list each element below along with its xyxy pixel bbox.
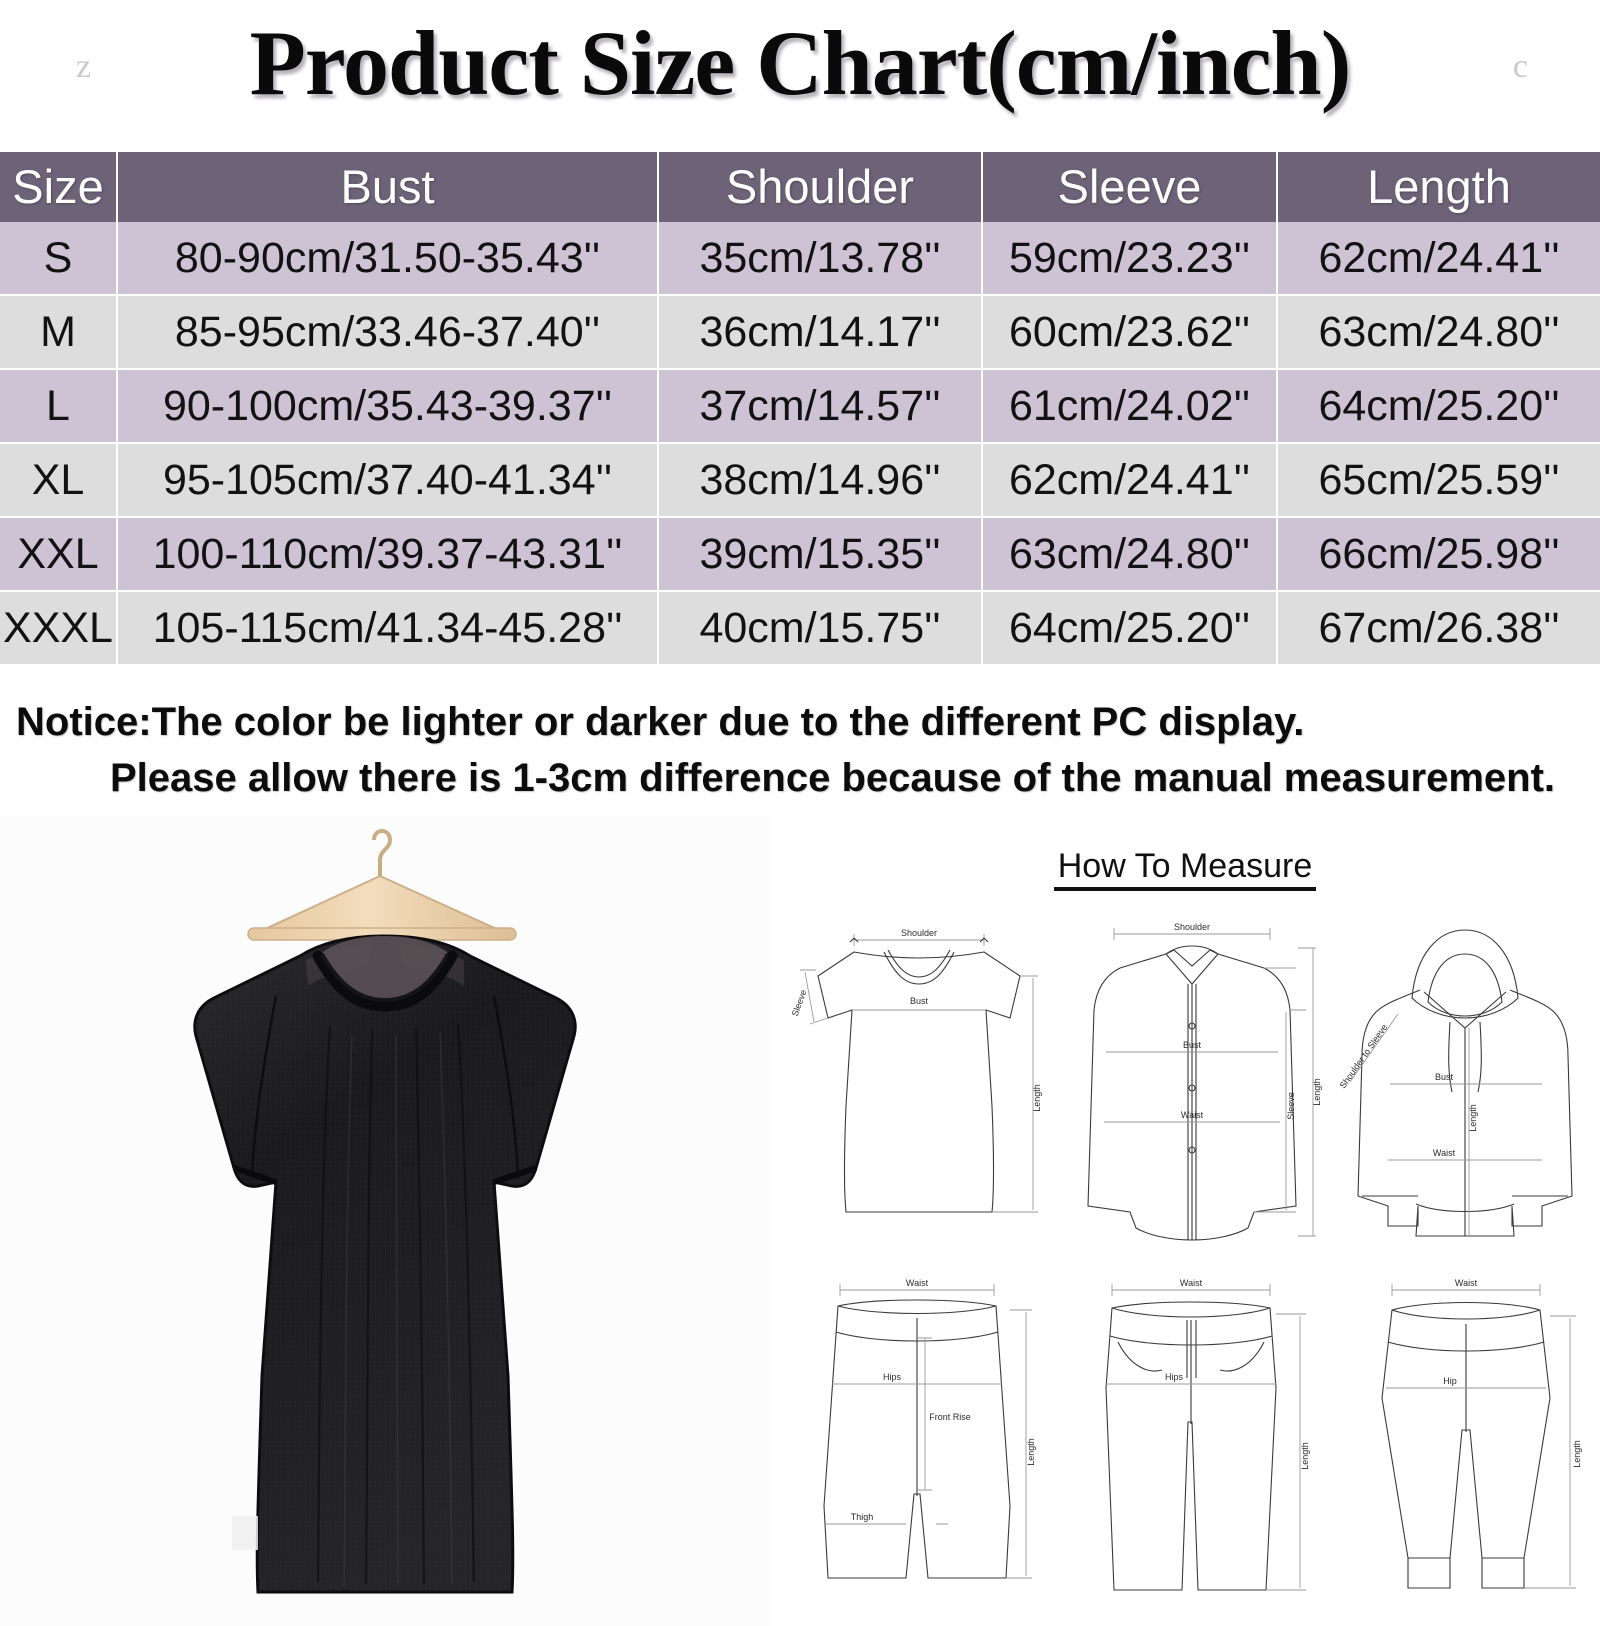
diagram-jeans: Waist Hips Length (1105, 1278, 1310, 1591)
cell-sleeve: 61cm/24.02'' (982, 369, 1278, 444)
how-to-measure-section: How To Measure Shoulder Sleeve Bust Leng… (770, 816, 1600, 1626)
diagram-shirt: Shoulder Bust Waist Sleeve Length (1087, 922, 1322, 1241)
label-bust: Bust (1183, 1040, 1202, 1050)
cell-sleeve: 59cm/23.23'' (982, 222, 1278, 296)
label-hip: Hip (1443, 1376, 1457, 1386)
product-photo (0, 816, 770, 1626)
label-length: Length (1300, 1442, 1310, 1470)
cell-sleeve: 60cm/23.62'' (982, 295, 1278, 370)
label-shoulder: Shoulder (1174, 922, 1210, 932)
notice-line-2: Please allow there is 1-3cm difference b… (110, 756, 1556, 800)
lower-section: How To Measure Shoulder Sleeve Bust Leng… (0, 816, 1600, 1626)
diagram-shorts: Waist Hips Front Rise Thigh Length (823, 1278, 1036, 1579)
cell-length: 63cm/24.80'' (1277, 295, 1600, 370)
column-header-bust: Bust (117, 152, 659, 222)
label-waist: Waist (1180, 1278, 1203, 1288)
cell-size: L (0, 369, 118, 444)
cell-shoulder: 40cm/15.75'' (658, 591, 983, 664)
cell-shoulder: 36cm/14.17'' (658, 295, 983, 370)
label-length: Length (1468, 1104, 1478, 1132)
table-row: XL 95-105cm/37.40-41.34'' 38cm/14.96'' 6… (0, 443, 1600, 518)
table-row: XXXL 105-115cm/41.34-45.28'' 40cm/15.75'… (0, 591, 1600, 664)
label-length: Length (1312, 1078, 1322, 1106)
label-shoulder-to-sleeve: Shoulder to Sleeve (1338, 1022, 1390, 1090)
label-bust: Bust (1435, 1072, 1454, 1082)
cell-size: XL (0, 443, 118, 518)
cell-shoulder: 37cm/14.57'' (658, 369, 983, 444)
label-waist: Waist (906, 1278, 929, 1288)
table-row: M 85-95cm/33.46-37.40'' 36cm/14.17'' 60c… (0, 295, 1600, 370)
diagram-tshirt: Shoulder Sleeve Bust Length (790, 928, 1042, 1213)
label-sleeve: Sleeve (1286, 1092, 1296, 1120)
table-row: S 80-90cm/31.50-35.43'' 35cm/13.78'' 59c… (0, 222, 1600, 296)
cell-bust: 90-100cm/35.43-39.37'' (117, 369, 659, 444)
cell-size: XXL (0, 517, 118, 592)
notice-line-1: Notice:The color be lighter or darker du… (16, 700, 1305, 744)
cell-length: 66cm/25.98'' (1277, 517, 1600, 592)
cell-bust: 80-90cm/31.50-35.43'' (117, 222, 659, 296)
how-to-measure-heading-text: How To Measure (1053, 847, 1317, 891)
label-length: Length (1572, 1440, 1582, 1468)
label-waist: Waist (1181, 1110, 1204, 1120)
cell-shoulder: 38cm/14.96'' (658, 443, 983, 518)
cell-length: 64cm/25.20'' (1277, 369, 1600, 444)
cell-length: 67cm/26.38'' (1277, 591, 1600, 664)
diagram-sweatpants: Waist Hip Length (1381, 1278, 1582, 1589)
label-hips: Hips (883, 1372, 902, 1382)
label-sleeve: Sleeve (790, 988, 809, 1017)
diagram-hoodie: Shoulder to Sleeve Bust Waist Length (1338, 929, 1573, 1237)
watermark-left-icon: z (76, 48, 92, 85)
notice-block: Notice:The color be lighter or darker du… (0, 664, 1600, 816)
cell-bust: 85-95cm/33.46-37.40'' (117, 295, 659, 370)
cell-sleeve: 63cm/24.80'' (982, 517, 1278, 592)
cell-sleeve: 62cm/24.41'' (982, 443, 1278, 518)
size-chart-table: Size Bust Shoulder Sleeve Length S 80-90… (0, 152, 1600, 664)
title-area: z c Product Size Chart(cm/inch) (0, 0, 1600, 152)
cell-length: 65cm/25.59'' (1277, 443, 1600, 518)
label-length: Length (1032, 1084, 1042, 1112)
table-row: L 90-100cm/35.43-39.37'' 37cm/14.57'' 61… (0, 369, 1600, 444)
how-to-measure-heading: How To Measure (770, 844, 1600, 891)
cell-sleeve: 64cm/25.20'' (982, 591, 1278, 664)
product-photo-illustration (0, 816, 770, 1626)
table-row: XXL 100-110cm/39.37-43.31'' 39cm/15.35''… (0, 517, 1600, 592)
measure-diagram-grid: Shoulder Sleeve Bust Length Shoulder (780, 906, 1600, 1616)
cell-length: 62cm/24.41'' (1277, 222, 1600, 296)
label-front-rise: Front Rise (929, 1412, 971, 1422)
cell-bust: 105-115cm/41.34-45.28'' (117, 591, 659, 664)
cell-bust: 95-105cm/37.40-41.34'' (117, 443, 659, 518)
column-header-shoulder: Shoulder (658, 152, 983, 222)
label-shoulder: Shoulder (901, 928, 937, 938)
cell-shoulder: 35cm/13.78'' (658, 222, 983, 296)
label-bust: Bust (910, 996, 929, 1006)
label-hips: Hips (1165, 1372, 1184, 1382)
page-title: Product Size Chart(cm/inch) (249, 12, 1352, 114)
label-waist: Waist (1433, 1148, 1456, 1158)
label-thigh: Thigh (851, 1512, 874, 1522)
column-header-length: Length (1277, 152, 1600, 222)
column-header-sleeve: Sleeve (982, 152, 1278, 222)
label-length: Length (1026, 1438, 1036, 1466)
watermark-right-icon: c (1512, 48, 1528, 85)
cell-size: S (0, 222, 118, 296)
column-header-size: Size (0, 152, 118, 222)
cell-size: XXXL (0, 591, 118, 664)
cell-shoulder: 39cm/15.35'' (658, 517, 983, 592)
table-header-row: Size Bust Shoulder Sleeve Length (0, 152, 1600, 222)
cell-size: M (0, 295, 118, 370)
label-waist: Waist (1455, 1278, 1478, 1288)
cell-bust: 100-110cm/39.37-43.31'' (117, 517, 659, 592)
